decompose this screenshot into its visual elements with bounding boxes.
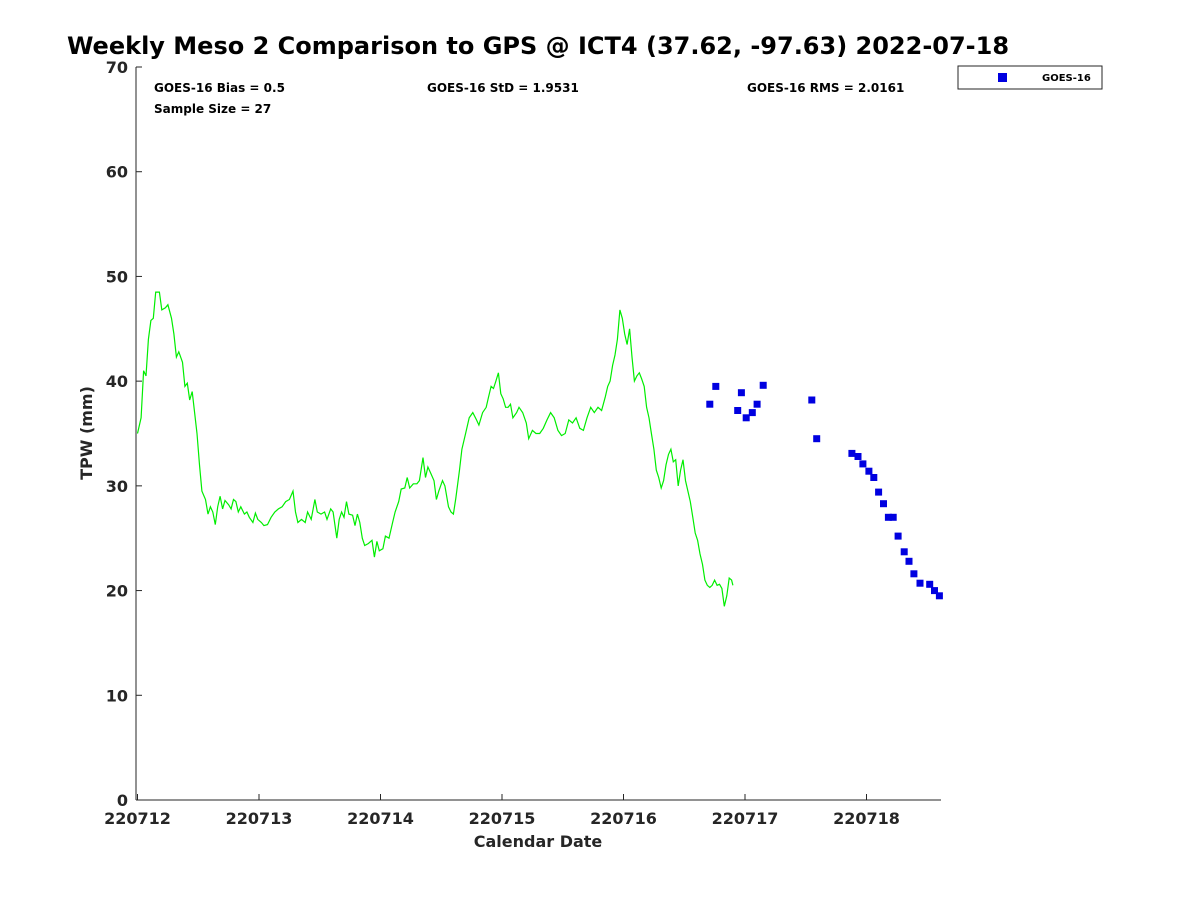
goes-data-point (894, 532, 902, 540)
goes-data-point (865, 467, 873, 475)
goes-data-point (813, 435, 821, 443)
goes-data-point (884, 513, 892, 521)
goes-data-point (854, 453, 862, 460)
y-tick-label: 50 (106, 267, 128, 286)
goes-data-point (848, 449, 856, 457)
rms-stat: GOES-16 RMS = 2.0161 (747, 81, 904, 95)
goes-markers (706, 381, 943, 600)
goes-data-point (905, 557, 913, 565)
sample-size-stat: Sample Size = 27 (154, 102, 271, 116)
y-tick-label: 40 (106, 372, 128, 391)
y-tick-label: 0 (117, 791, 128, 810)
goes-data-point (910, 570, 918, 578)
legend-marker (998, 73, 1007, 82)
gps-line-group (136, 291, 734, 607)
x-tick-label: 220714 (347, 809, 414, 828)
bias-stat: GOES-16 Bias = 0.5 (154, 81, 285, 95)
gps-series-line (136, 291, 734, 607)
goes-data-point (870, 474, 878, 481)
x-tick-label: 220715 (469, 809, 536, 828)
goes-data-point (748, 409, 756, 417)
goes-data-point (916, 579, 924, 587)
legend-box (957, 65, 1103, 90)
y-tick-label: 70 (106, 58, 128, 77)
legend: GOES-16 (957, 65, 1103, 90)
x-ticks: 220712 220713 220714 220715 220716 220717 2207… (104, 794, 900, 828)
goes-data-point (808, 396, 816, 404)
goes-data-point (931, 587, 938, 595)
x-tick-label: 220712 (104, 809, 171, 828)
goes-data-point (926, 580, 934, 588)
goes-data-point (900, 548, 908, 556)
x-tick-label: 220716 (590, 809, 657, 828)
goes-data-point (889, 513, 897, 521)
std-stat: GOES-16 StD = 1.9531 (427, 81, 579, 95)
x-tick-label: 220718 (833, 809, 900, 828)
y-tick-label: 60 (106, 163, 128, 182)
goes-data-point (706, 400, 714, 408)
goes-data-point (859, 460, 867, 468)
goes-data-point (935, 592, 943, 600)
goes-data-point (753, 400, 761, 408)
legend-label: GOES-16 (1042, 73, 1091, 84)
y-axis-label: TPW (mm) (77, 386, 96, 480)
goes-data-point (875, 488, 883, 496)
y-ticks: 0 10 20 30 40 50 60 70 (106, 58, 142, 810)
goes-data-point (759, 381, 767, 389)
y-tick-label: 20 (106, 582, 128, 601)
x-tick-label: 220713 (226, 809, 293, 828)
chart-title: Weekly Meso 2 Comparison to GPS @ ICT4 (… (67, 32, 1009, 60)
goes-data-point (742, 414, 750, 422)
goes-data-point (880, 500, 887, 508)
x-tick-label: 220717 (712, 809, 779, 828)
y-tick-label: 10 (106, 686, 128, 705)
goes-data-point (734, 407, 742, 414)
goes-data-point (737, 389, 745, 397)
y-tick-label: 30 (106, 477, 128, 496)
x-axis-label: Calendar Date (474, 832, 603, 851)
goes-data-point (712, 382, 720, 390)
